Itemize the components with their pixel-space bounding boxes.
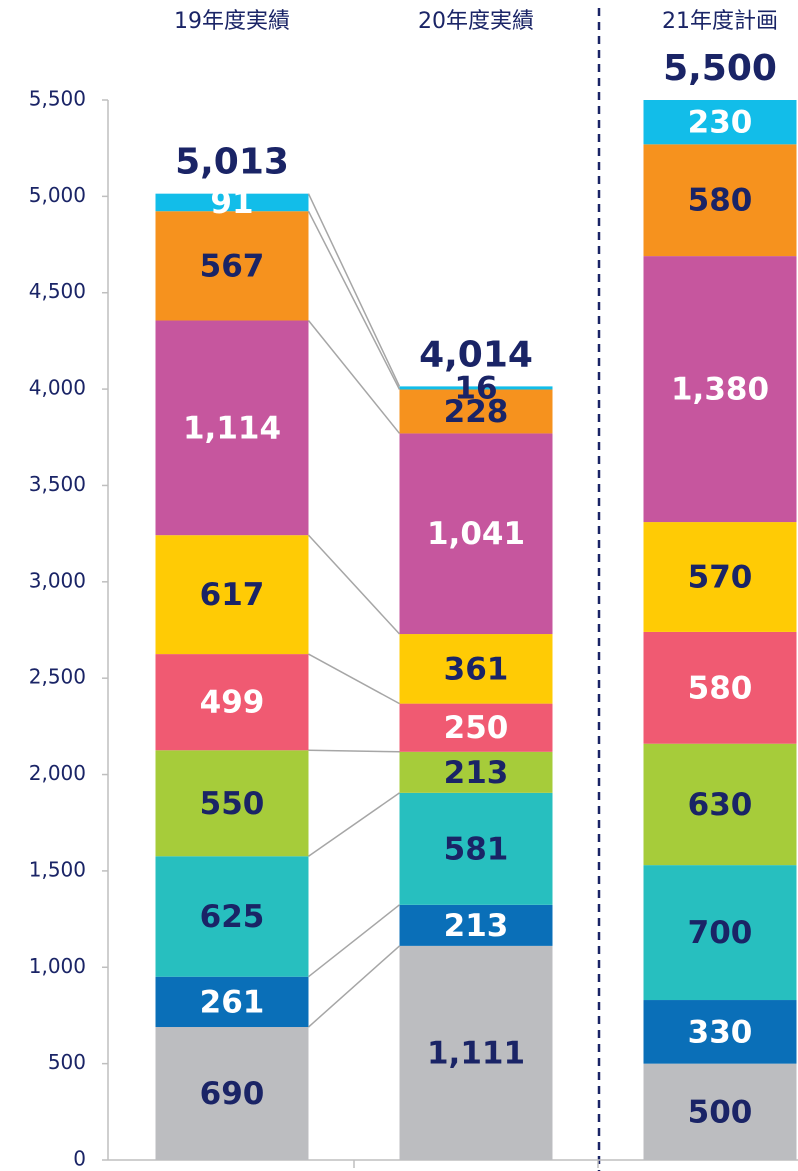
- value-label: 91: [210, 185, 253, 221]
- bar-segment: [399, 634, 553, 704]
- bar-segment: [155, 654, 309, 751]
- bar-segment: [643, 144, 797, 257]
- bar-segment: [399, 904, 553, 946]
- category-label: 20年度実績: [418, 9, 534, 34]
- y-tick-label: 2,500: [29, 665, 86, 689]
- value-label: 499: [200, 685, 265, 721]
- value-label: 228: [444, 394, 509, 430]
- value-label: 567: [200, 248, 265, 284]
- bar-segment: [643, 1000, 797, 1064]
- value-label: 570: [688, 560, 753, 596]
- connector: [307, 320, 401, 434]
- total-label: 5,500: [663, 48, 777, 89]
- value-label: 1,114: [183, 410, 281, 446]
- bar-segment: [155, 856, 309, 977]
- bar-segment: [399, 945, 553, 1160]
- bar-segment: [643, 631, 797, 744]
- value-label: 16: [454, 370, 497, 406]
- y-tick-label: 1,500: [29, 857, 86, 881]
- total-label: 4,014: [419, 334, 533, 375]
- value-label: 213: [444, 908, 509, 944]
- bar-segment: [643, 1063, 797, 1160]
- value-label: 230: [688, 105, 753, 141]
- bar-segment: [155, 211, 309, 321]
- bar-segment: [155, 750, 309, 857]
- y-tick-label: 5,000: [29, 183, 86, 207]
- value-label: 581: [444, 831, 509, 867]
- y-tick-label: 1,000: [29, 954, 86, 978]
- connector: [307, 534, 401, 635]
- connector: [308, 653, 400, 705]
- y-tick-label: 4,000: [29, 376, 86, 400]
- value-label: 625: [200, 899, 265, 935]
- value-label: 690: [200, 1076, 265, 1112]
- bar-segment: [155, 976, 309, 1028]
- bar-segment: [643, 522, 797, 632]
- value-label: 1,041: [427, 516, 525, 552]
- category-label: 19年度実績: [174, 9, 290, 34]
- value-label: 361: [444, 651, 509, 687]
- bar-segment: [643, 743, 797, 866]
- y-tick-label: 3,500: [29, 472, 86, 496]
- y-tick-label: 500: [48, 1050, 86, 1074]
- y-tick-label: 3,000: [29, 568, 86, 592]
- value-label: 250: [444, 710, 509, 746]
- connector: [307, 193, 401, 387]
- value-label: 630: [688, 787, 753, 823]
- bar-segment: [155, 320, 309, 536]
- value-label: 261: [200, 984, 265, 1020]
- bar-segment: [155, 193, 309, 212]
- y-tick-label: 4,500: [29, 279, 86, 303]
- value-label: 550: [200, 786, 265, 822]
- bar-segment: [399, 386, 553, 390]
- bar-segment: [643, 865, 797, 1001]
- y-tick-label: 2,000: [29, 761, 86, 785]
- value-label: 1,380: [671, 372, 769, 408]
- connector: [307, 210, 401, 390]
- value-label: 617: [200, 577, 265, 613]
- bar-segment: [643, 100, 797, 145]
- value-label: 700: [688, 915, 753, 951]
- category-label: 21年度計画: [662, 9, 778, 34]
- connector: [308, 945, 400, 1028]
- y-tick-label: 5,500: [29, 87, 86, 111]
- value-label: 500: [688, 1094, 753, 1130]
- value-label: 580: [688, 183, 753, 219]
- y-tick-label: 0: [73, 1147, 86, 1171]
- value-label: 580: [688, 670, 753, 706]
- bar-segment: [155, 1027, 309, 1160]
- bar-segment: [399, 433, 553, 635]
- connector: [308, 792, 400, 857]
- bar-segment: [643, 256, 797, 523]
- total-label: 5,013: [175, 142, 289, 183]
- bar-segment: [155, 535, 309, 655]
- bar-segment: [399, 792, 553, 905]
- value-label: 213: [444, 755, 509, 791]
- value-label: 1,111: [427, 1035, 525, 1071]
- connector: [308, 904, 400, 978]
- connector: [308, 749, 400, 753]
- value-label: 330: [688, 1014, 753, 1050]
- bar-segment: [399, 703, 553, 752]
- bar-segment: [399, 389, 553, 434]
- bar-segment: [399, 751, 553, 793]
